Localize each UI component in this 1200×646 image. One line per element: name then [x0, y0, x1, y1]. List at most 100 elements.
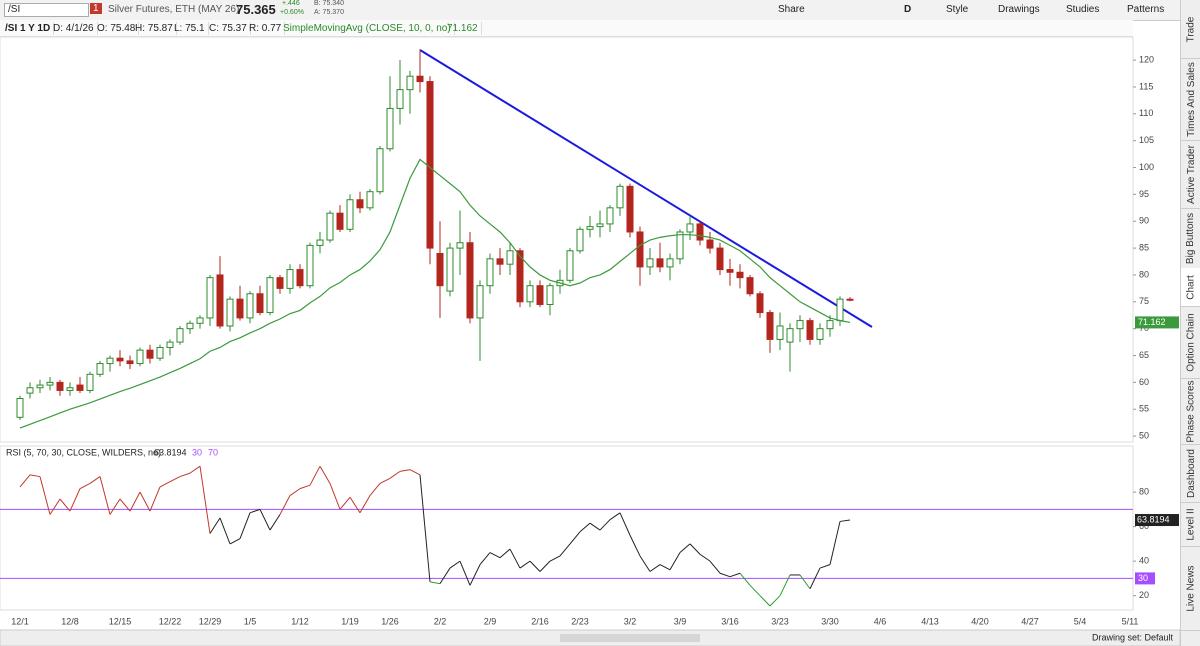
- bar-date: D: 4/1/26: [50, 22, 98, 35]
- candle-body: [536, 285, 544, 305]
- candle-body: [226, 298, 234, 327]
- candle-body: [116, 357, 124, 362]
- side-tab[interactable]: Phase Scores: [1181, 378, 1200, 445]
- candle-body: [846, 298, 854, 301]
- rsi-segment: [629, 535, 641, 557]
- rsi-segment: [329, 483, 341, 510]
- candle-body: [376, 148, 384, 193]
- rsi-segment: [519, 560, 531, 569]
- rsi-segment: [209, 517, 221, 534]
- studies-button[interactable]: Studies: [1066, 4, 1100, 15]
- candle-body: [286, 269, 294, 289]
- x-tick-label: 4/20: [971, 616, 989, 626]
- rsi-segment: [419, 474, 431, 582]
- side-tab[interactable]: Level II: [1181, 502, 1200, 547]
- x-tick-label: 5/4: [1074, 616, 1087, 626]
- candle-body: [526, 285, 534, 303]
- side-tab[interactable]: Option Chain: [1181, 306, 1200, 379]
- rsi-segment: [449, 560, 461, 569]
- candle-body: [776, 325, 784, 340]
- x-tick-label: 2/9: [484, 616, 497, 626]
- rsi-segment: [819, 564, 831, 569]
- rsi-segment: [29, 474, 41, 478]
- rsi-value-label: 63.8194: [1137, 514, 1170, 524]
- x-tick-label: 3/23: [771, 616, 789, 626]
- candle-body: [196, 317, 204, 324]
- candle-body: [746, 277, 754, 295]
- candle-body: [716, 247, 724, 271]
- candle-body: [366, 191, 374, 209]
- patterns-button[interactable]: Patterns: [1127, 4, 1165, 15]
- candle-body: [216, 274, 224, 327]
- rsi-segment: [279, 495, 291, 515]
- candle-body: [766, 312, 774, 340]
- candle-body: [246, 293, 254, 319]
- candle-body: [626, 185, 634, 233]
- candle-body: [46, 381, 54, 386]
- y-tick-label: 115: [1139, 81, 1153, 91]
- x-tick-label: 2/2: [434, 616, 447, 626]
- alert-badge[interactable]: 1: [90, 3, 102, 14]
- trend-line[interactable]: [419, 49, 873, 328]
- y-tick-label: 90: [1139, 216, 1149, 226]
- side-tab[interactable]: Active Trader: [1181, 140, 1200, 209]
- candle-body: [166, 341, 174, 348]
- side-tab-label: Times And Sales: [1185, 61, 1197, 137]
- rsi-segment: [239, 512, 251, 539]
- share-button[interactable]: Share: [778, 4, 805, 15]
- x-tick-label: 4/27: [1021, 616, 1039, 626]
- side-tab[interactable]: Times And Sales: [1181, 58, 1200, 141]
- rsi-segment: [609, 512, 621, 521]
- sma-value-box: [1135, 316, 1179, 329]
- style-button[interactable]: Style: [946, 4, 969, 15]
- y-tick-label: 55: [1139, 404, 1149, 414]
- side-tab[interactable]: Dashboard: [1181, 444, 1200, 503]
- side-tab[interactable]: Big Buttons: [1181, 208, 1200, 269]
- candle-body: [586, 226, 594, 230]
- bar-open: O: 75.48: [94, 22, 140, 35]
- candle-body: [676, 231, 684, 260]
- rsi-segment: [89, 476, 101, 484]
- change: +.446: [282, 0, 300, 7]
- scroll-thumb[interactable]: [560, 634, 700, 642]
- rsi-segment: [809, 567, 821, 589]
- y-tick-label: 40: [1139, 556, 1149, 566]
- rsi-level-label: 70: [208, 447, 218, 457]
- candle-body: [606, 207, 614, 225]
- side-tab[interactable]: Trade: [1181, 0, 1200, 59]
- ask: A: 75.370: [314, 9, 344, 16]
- chart-symbol: /SI 1 Y 1D: [2, 22, 55, 35]
- candle-body: [466, 242, 474, 319]
- rsi-segment: [839, 519, 851, 522]
- sma-line: [19, 158, 851, 429]
- y-tick-label: 110: [1139, 108, 1153, 118]
- rsi-segment: [109, 498, 121, 515]
- rsi-value-box: [1135, 514, 1179, 527]
- side-tab[interactable]: Live News: [1181, 546, 1200, 631]
- side-tab-label: Phase Scores: [1185, 379, 1197, 443]
- rsi-segment: [559, 543, 571, 557]
- candle-body: [346, 199, 354, 230]
- drawings-button[interactable]: Drawings: [998, 4, 1040, 15]
- bar-range: R: 0.77: [246, 22, 286, 35]
- last-price: 75.365: [236, 2, 276, 17]
- candle-body: [836, 298, 844, 322]
- rsi-segment: [389, 470, 401, 479]
- side-tab[interactable]: Chart: [1181, 268, 1200, 307]
- x-tick-label: 3/30: [821, 616, 839, 626]
- rsi-segment: [309, 465, 321, 486]
- candle-body: [826, 320, 834, 330]
- candle-body: [186, 322, 194, 330]
- rsi-segment: [509, 548, 521, 569]
- side-tab-label: Active Trader: [1185, 144, 1197, 204]
- aggregation-button[interactable]: D: [904, 4, 912, 15]
- symbol-input[interactable]: /SI: [4, 3, 89, 17]
- x-tick-label: 3/2: [624, 616, 637, 626]
- rsi-segment: [569, 531, 581, 545]
- candle-body: [86, 373, 94, 391]
- rsi-level-box-label: 30: [1138, 573, 1148, 583]
- chart-header: /SI 1 Y 1D D: 4/1/26 O: 75.48 H: 75.87 L…: [0, 20, 1133, 37]
- candle-body: [546, 285, 554, 305]
- candle-body: [106, 357, 114, 365]
- rsi-segment: [489, 552, 501, 559]
